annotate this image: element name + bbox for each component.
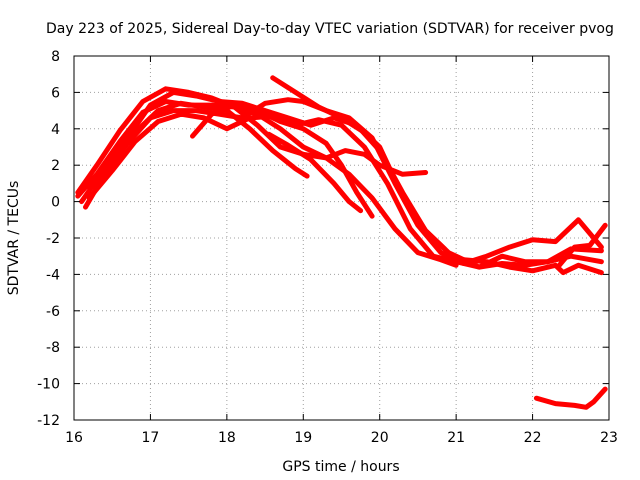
data-series xyxy=(75,75,608,410)
series-track-9 xyxy=(266,131,364,214)
series-track-5 xyxy=(86,111,604,270)
y-tick-label: -10 xyxy=(37,377,60,393)
x-tick-label: 23 xyxy=(600,430,618,446)
x-tick-label: 20 xyxy=(371,430,389,446)
x-tick-label: 22 xyxy=(524,430,542,446)
y-tick-label: -12 xyxy=(37,413,60,429)
series-track-10 xyxy=(461,257,604,276)
series-track-11 xyxy=(556,222,608,268)
series-track-7 xyxy=(190,102,375,219)
axis-ticks xyxy=(73,55,610,421)
tick-labels: 16 17 18 19 20 21 22 23 -12 -10 -8 -6 -4 -2 0 2 4 6 8 xyxy=(37,49,618,446)
x-axis-label: GPS time / hours xyxy=(282,459,399,475)
x-tick-label: 19 xyxy=(294,430,312,446)
series-track-12 xyxy=(533,386,608,410)
y-tick-label: 8 xyxy=(51,49,60,65)
series-track-8 xyxy=(270,75,448,252)
y-tick-label: -6 xyxy=(46,304,60,320)
y-tick-label: 4 xyxy=(51,122,60,138)
y-axis-label: SDTVAR / TECUs xyxy=(6,181,22,296)
y-tick-label: -4 xyxy=(46,267,60,283)
y-tick-label: 2 xyxy=(51,158,60,174)
x-tick-label: 17 xyxy=(142,430,160,446)
chart-title: Day 223 of 2025, Sidereal Day-to-day VTE… xyxy=(46,21,614,37)
y-tick-label: -8 xyxy=(46,340,60,356)
x-tick-label: 18 xyxy=(218,430,236,446)
series-track-6 xyxy=(86,100,310,190)
y-tick-label: 6 xyxy=(51,85,60,101)
x-tick-label: 16 xyxy=(65,430,83,446)
y-tick-label: 0 xyxy=(51,195,60,211)
x-tick-label: 21 xyxy=(447,430,465,446)
y-tick-label: -2 xyxy=(46,231,60,247)
